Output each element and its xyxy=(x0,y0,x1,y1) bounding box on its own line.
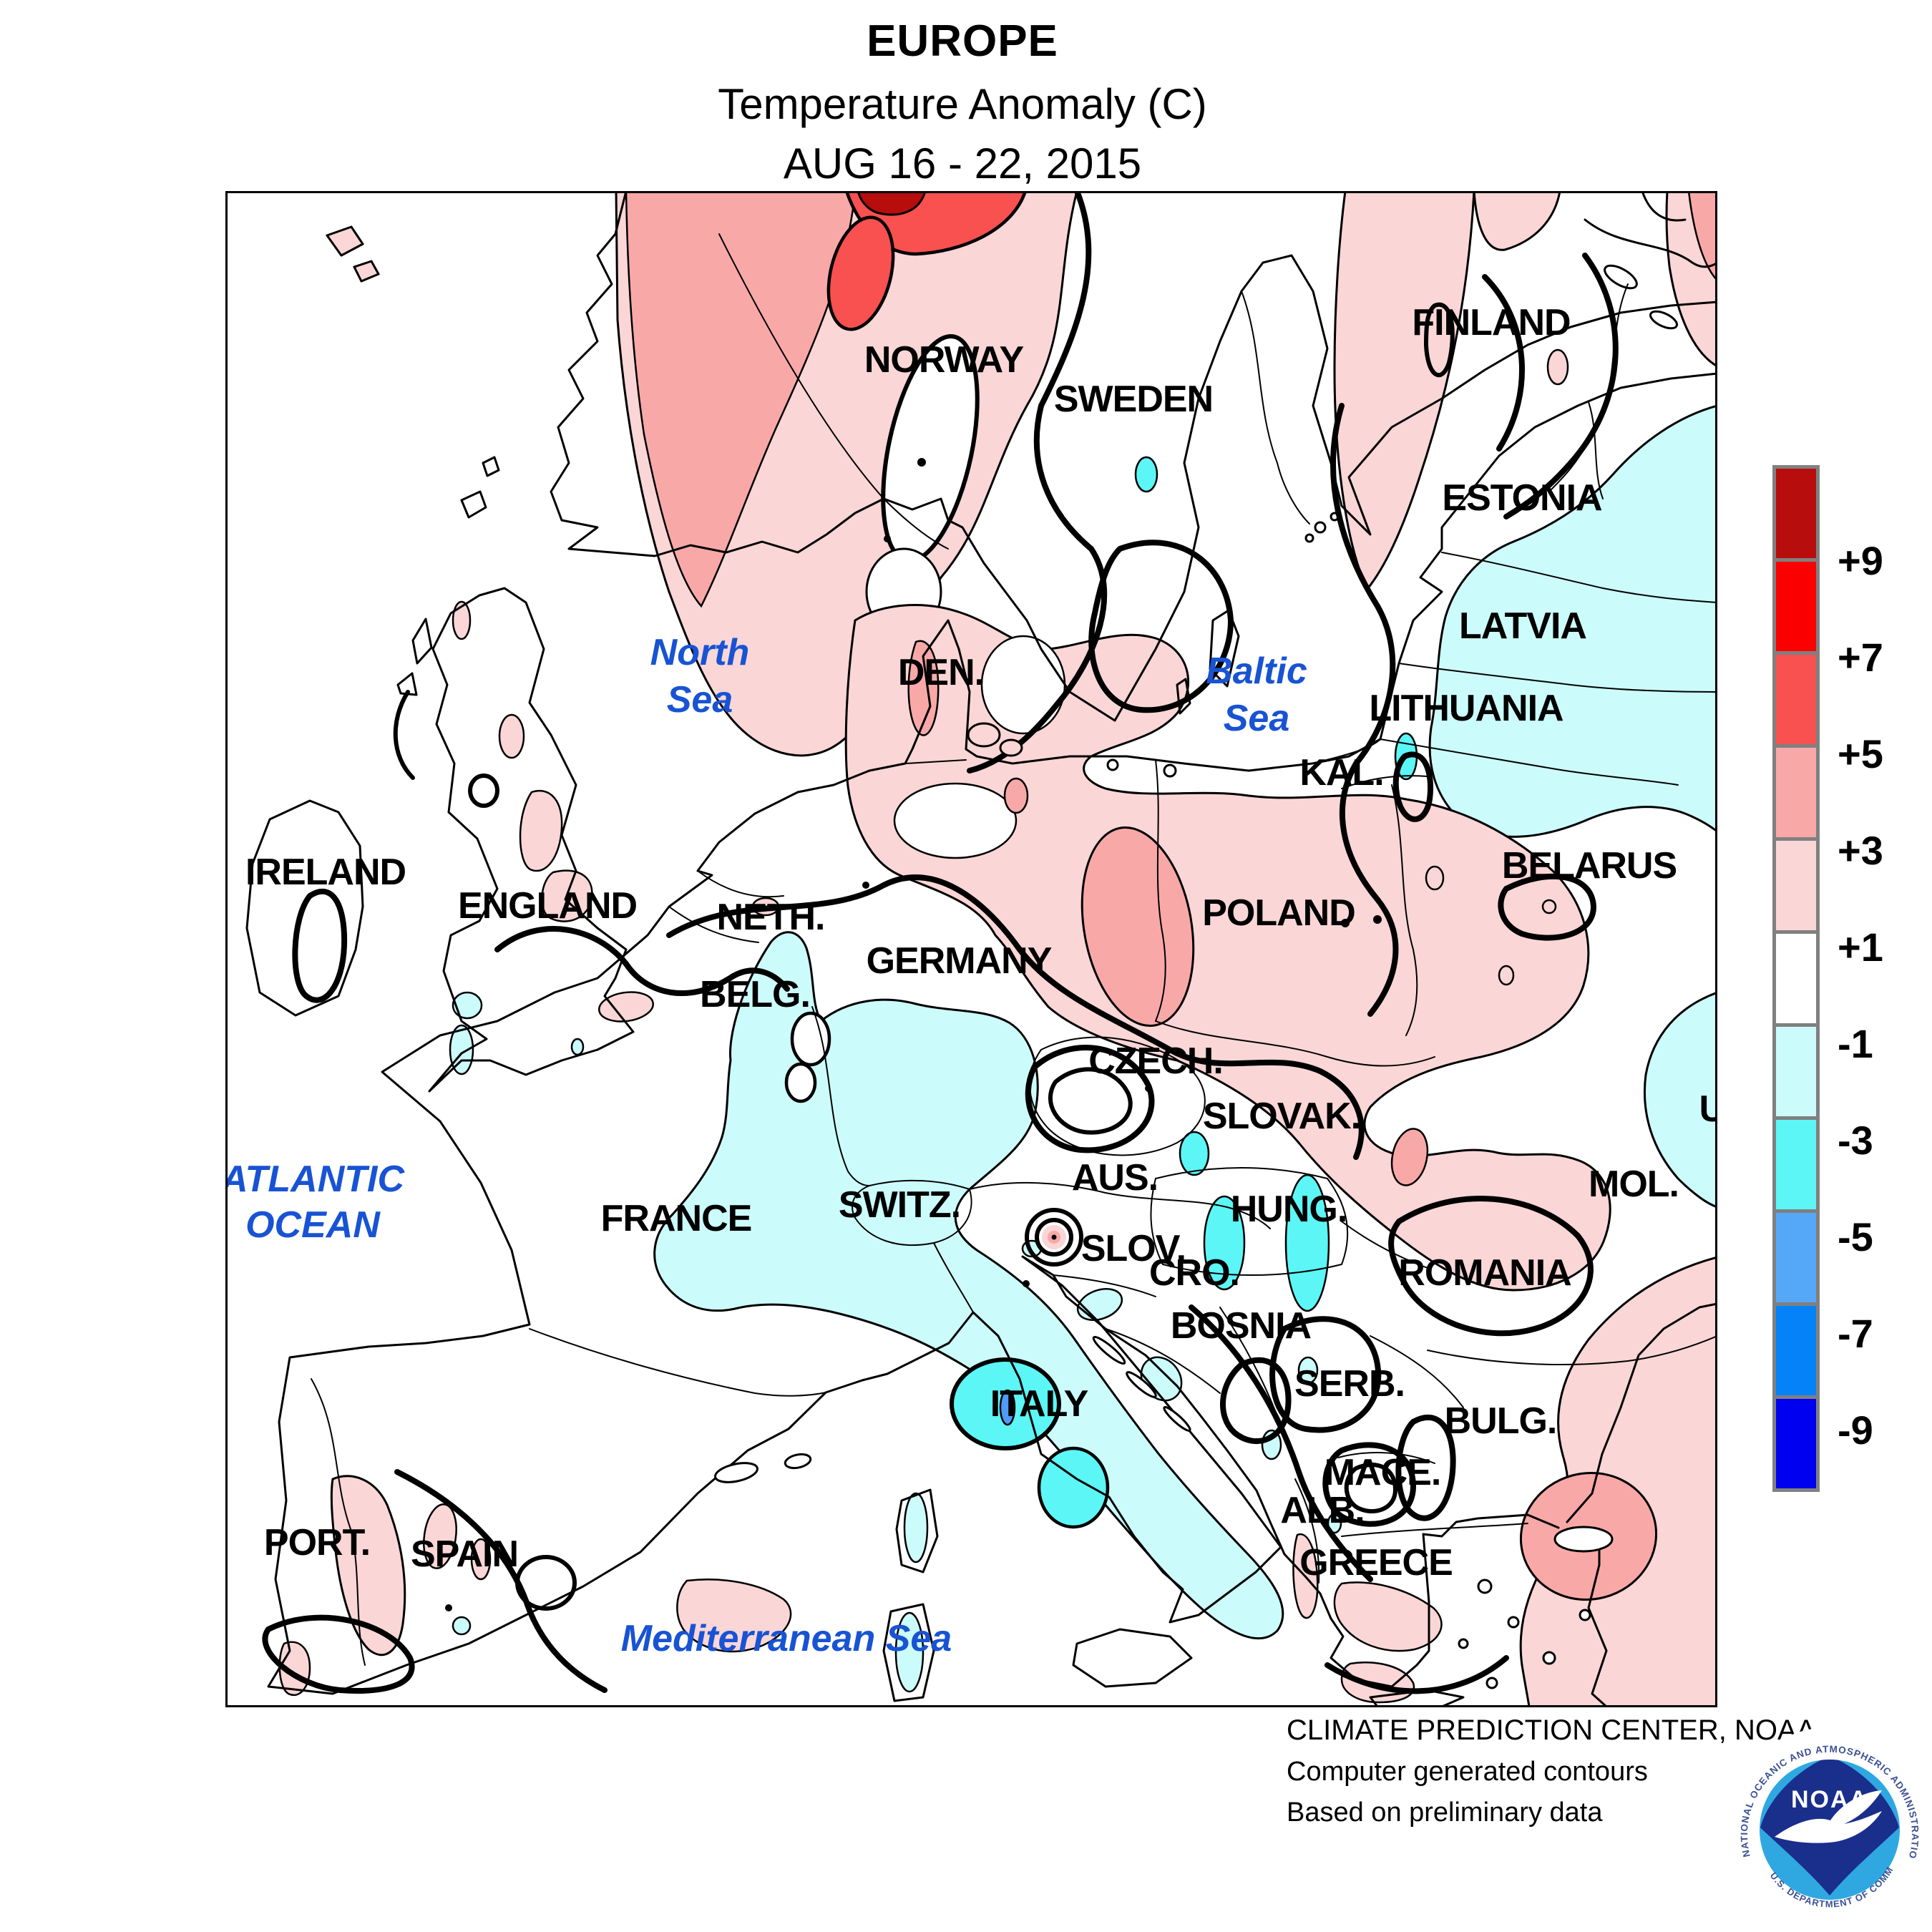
country-label-moldova: MOL. xyxy=(1589,1163,1679,1205)
legend-swatch-10 xyxy=(1772,1395,1820,1492)
country-label-switzerland: SWITZ. xyxy=(839,1184,960,1226)
legend-tick--1: -1 xyxy=(1838,1021,1873,1066)
page-title: EUROPE xyxy=(867,16,1058,66)
title-block: EUROPE Temperature Anomaly (C) AUG 16 - … xyxy=(0,0,1925,188)
page-subtitle: Temperature Anomaly (C) xyxy=(718,80,1207,128)
anomaly-shading xyxy=(278,191,1717,1707)
legend-tick--9: -9 xyxy=(1838,1407,1873,1453)
country-label-belgium: BELG. xyxy=(700,974,810,1015)
coastlines xyxy=(245,191,1717,1707)
country-label-denmark: DEN. xyxy=(898,652,984,693)
thick-contours xyxy=(262,191,1619,1694)
country-label-kaliningrad: KAL. xyxy=(1299,752,1383,794)
country-label-serbia: SERB. xyxy=(1294,1363,1405,1405)
sea-label-baltic-sea-line2: Sea xyxy=(1224,698,1290,739)
country-label-portugal: PORT. xyxy=(264,1522,370,1563)
legend-swatch-9 xyxy=(1772,1302,1820,1399)
legend-tick--7: -7 xyxy=(1838,1311,1873,1356)
legend-tick--5: -5 xyxy=(1838,1214,1873,1259)
sea-label-mediterranean-sea-line1: Mediterranean Sea xyxy=(621,1618,952,1659)
legend-swatch-6 xyxy=(1772,1023,1820,1120)
country-label-sweden: SWEDEN xyxy=(1054,379,1213,420)
country-labels: NORWAY SWEDEN FINLAND ESTONIA LATVIA LITHUANI… xyxy=(245,302,1717,1584)
credits-method: Computer generated contours xyxy=(1287,1757,1648,1787)
country-label-bulgaria: BULG. xyxy=(1445,1400,1557,1442)
legend-swatch-3 xyxy=(1772,744,1820,841)
legend-tick-+7: +7 xyxy=(1838,635,1883,680)
legend-tick-+5: +5 xyxy=(1838,731,1883,776)
legend-color-bar xyxy=(1772,465,1820,1492)
legend-swatch-5 xyxy=(1772,930,1820,1027)
legend-swatch-4 xyxy=(1772,837,1820,934)
sea-label-north-sea-line1: North xyxy=(650,632,750,673)
country-label-austria: AUS. xyxy=(1072,1157,1158,1199)
country-label-poland: POLAND xyxy=(1202,892,1355,934)
country-label-england: ENGLAND xyxy=(458,885,637,927)
legend-swatch-1 xyxy=(1772,558,1820,655)
noaa-logo-seagull-icon xyxy=(1775,1790,1882,1843)
country-label-france: FRANCE xyxy=(601,1198,752,1239)
country-label-albania: ALB. xyxy=(1280,1490,1364,1531)
legend-tick--3: -3 xyxy=(1838,1118,1873,1163)
legend-swatch-7 xyxy=(1772,1116,1820,1213)
country-borders xyxy=(311,233,1717,1666)
country-label-bosnia: BOSNIA xyxy=(1171,1305,1312,1347)
country-label-slovenia: SLOV. xyxy=(1081,1228,1186,1269)
noaa-logo-acronym: NOAA xyxy=(1791,1786,1868,1813)
country-label-ukraine: UK xyxy=(1699,1088,1717,1130)
legend-tick-+1: +1 xyxy=(1838,924,1883,970)
legend-tick-+9: +9 xyxy=(1838,538,1883,583)
sea-label-atlantic-ocean-line2: OCEAN xyxy=(245,1204,381,1246)
legend-tick-+3: +3 xyxy=(1838,828,1883,873)
country-label-romania: ROMANIA xyxy=(1398,1252,1571,1294)
legend-swatch-2 xyxy=(1772,651,1820,748)
sea-label-baltic-sea-line1: Baltic xyxy=(1206,650,1307,692)
credits-data-note: Based on preliminary data xyxy=(1287,1797,1603,1828)
country-label-netherlands: NETH. xyxy=(717,897,825,938)
country-label-macedonia: MACE. xyxy=(1324,1452,1441,1493)
sea-label-atlantic-ocean-line1: ATLANTIC xyxy=(225,1158,405,1200)
country-label-estonia: ESTONIA xyxy=(1442,477,1602,519)
country-label-croatia: CRO. xyxy=(1149,1252,1239,1294)
country-label-belarus: BELARUS xyxy=(1502,845,1677,887)
country-label-greece: GREECE xyxy=(1299,1542,1453,1584)
credits-block: CLIMATE PREDICTION CENTER, NOAA Computer… xyxy=(1287,1714,1815,1828)
country-label-ireland: IRELAND xyxy=(245,852,406,893)
country-label-spain: SPAIN xyxy=(411,1533,518,1575)
legend-swatch-0 xyxy=(1772,465,1820,562)
country-label-germany: GERMANY xyxy=(867,940,1052,982)
country-label-italy: ITALY xyxy=(990,1383,1088,1425)
map-frame xyxy=(225,191,1717,1707)
page-date-range: AUG 16 - 22, 2015 xyxy=(783,140,1142,187)
country-label-hungary: HUNG. xyxy=(1231,1189,1347,1230)
country-label-latvia: LATVIA xyxy=(1459,605,1586,647)
sea-label-north-sea-line2: Sea xyxy=(667,679,733,721)
credits-agency: CLIMATE PREDICTION CENTER, NOAA xyxy=(1287,1714,1816,1746)
country-label-lithuania: LITHUANIA xyxy=(1369,688,1563,729)
map-container: NORWAY SWEDEN FINLAND ESTONIA LATVIA LITHUANI… xyxy=(225,191,1717,1707)
noaa-logo: NOAA NATIONAL OCEANIC AND ATMOSPHERIC AD… xyxy=(1727,1727,1932,1932)
europe-anomaly-map: NORWAY SWEDEN FINLAND ESTONIA LATVIA LITHUANI… xyxy=(225,191,1717,1707)
country-label-finland: FINLAND xyxy=(1412,302,1570,343)
country-label-czech: CZECH. xyxy=(1088,1040,1223,1082)
legend-swatch-8 xyxy=(1772,1209,1820,1306)
country-label-norway: NORWAY xyxy=(864,339,1024,381)
country-label-slovakia: SLOVAK. xyxy=(1203,1096,1360,1137)
